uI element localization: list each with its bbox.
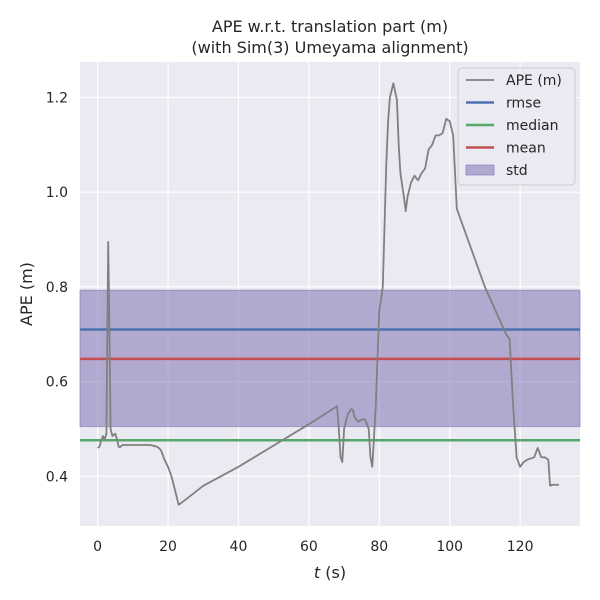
- legend-label: APE (m): [506, 73, 562, 89]
- legend-label: mean: [506, 141, 546, 157]
- x-tick-label: 40: [230, 539, 248, 555]
- y-tick-label: 1.2: [46, 91, 68, 107]
- y-axis: 0.4 0.6 0.8 1.0 1.2: [46, 91, 68, 486]
- y-tick-label: 0.8: [46, 280, 68, 296]
- legend-swatch-std: [465, 164, 495, 176]
- y-tick-label: 1.0: [46, 185, 68, 201]
- x-tick-label: 0: [93, 539, 102, 555]
- legend-box: [457, 67, 576, 186]
- x-axis: 0 20 40 60 80 100 120: [93, 539, 533, 555]
- legend-label: median: [506, 118, 558, 134]
- x-tick-label: 100: [436, 539, 463, 555]
- ape-series-line: [97, 82, 559, 506]
- x-axis-label: t (s): [314, 563, 346, 582]
- x-axis-variable: t: [314, 563, 321, 582]
- chart-subtitle: (with Sim(3) Umeyama alignment): [191, 38, 468, 57]
- x-tick-label: 20: [159, 539, 177, 555]
- x-tick-label: 120: [507, 539, 534, 555]
- x-tick-label: 60: [300, 539, 318, 555]
- y-tick-label: 0.6: [46, 375, 68, 391]
- legend: APE (m) rmse median mean std: [457, 67, 576, 186]
- legend-label: rmse: [506, 96, 541, 112]
- y-tick-label: 0.4: [46, 469, 68, 485]
- chart-title: APE w.r.t. translation part (m): [212, 17, 448, 36]
- y-axis-label: APE (m): [17, 262, 36, 326]
- x-axis-unit: (s): [320, 563, 346, 582]
- legend-label: std: [506, 163, 528, 179]
- x-tick-label: 80: [370, 539, 388, 555]
